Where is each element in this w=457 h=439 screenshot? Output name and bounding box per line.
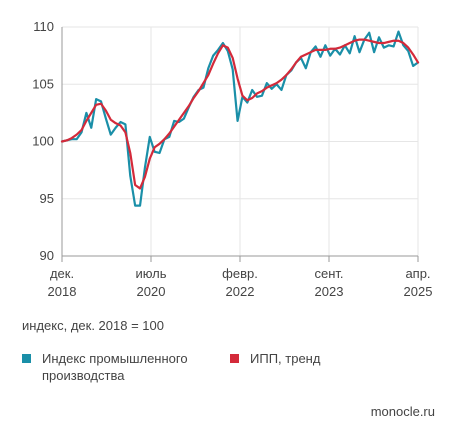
x-tick-label: 2022 [226,284,255,299]
legend-label-ipp: Индекс промышленного производства [42,351,188,383]
x-tick-label: июль [135,266,166,281]
x-tick-label: 2020 [137,284,166,299]
legend-label-trend: ИПП, тренд [250,351,321,366]
line-chart: 90 95 100 105 110 дек. 2018 июль 2020 февр. 2022 с… [32,19,433,299]
series-line-trend [60,38,420,190]
x-tick-label: сент. [314,266,343,281]
y-tick-label: 100 [32,134,54,149]
x-axis-ticks: дек. 2018 июль 2020 февр. 2022 сент. 2023 апр. 20… [48,256,433,299]
grid-lines [61,26,419,257]
x-tick-label: дек. [50,266,74,281]
legend-swatch-ipp [22,354,31,363]
y-tick-label: 95 [40,191,54,206]
y-tick-label: 105 [32,76,54,91]
y-tick-label: 90 [40,248,54,263]
source-credit: monocle.ru [370,404,435,419]
y-axis-ticks: 90 95 100 105 110 [32,19,54,263]
series-lines [60,30,420,207]
x-tick-label: апр. [405,266,430,281]
series-line-ipp [60,30,420,207]
x-tick-label: февр. [222,266,258,281]
x-tick-label: 2023 [315,284,344,299]
x-tick-label: 2025 [404,284,433,299]
x-tick-label: 2018 [48,284,77,299]
legend-swatch-trend [230,354,239,363]
y-tick-label: 110 [33,19,54,34]
index-note: индекс, дек. 2018 = 100 [22,318,164,333]
